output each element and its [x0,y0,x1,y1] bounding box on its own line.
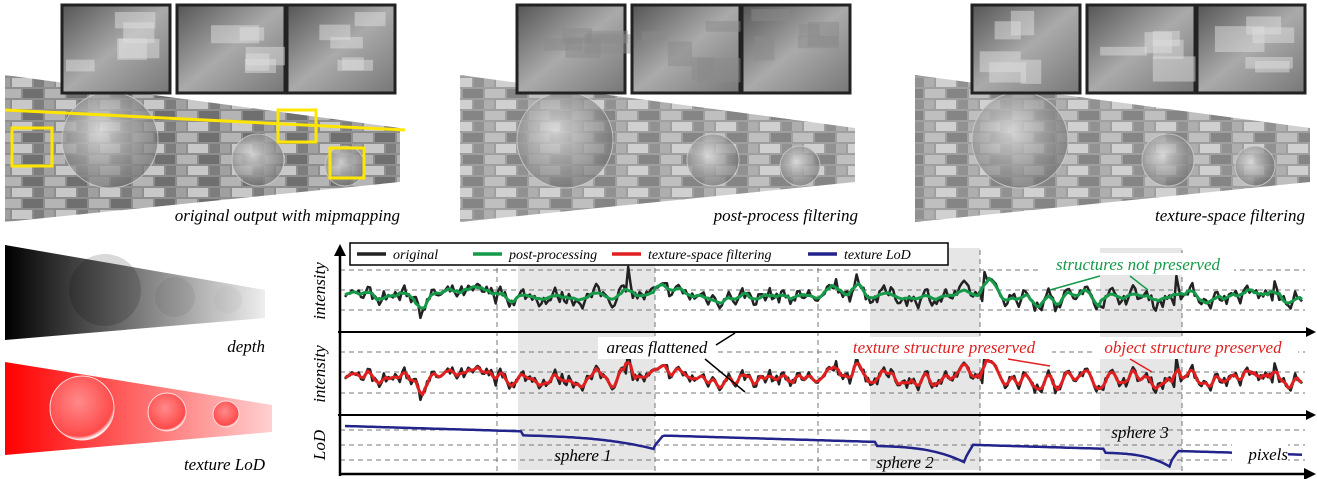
caption: post-process filtering [713,206,858,225]
lod-sphere [213,401,239,427]
caption: original output with mipmapping [175,206,400,225]
inset-detail [245,59,276,73]
sphere [780,146,820,186]
axis-label: intensity [310,345,329,403]
depth-sphere [214,286,242,314]
annotation: areas flattened [607,338,708,357]
inset-detail [1153,56,1203,81]
annotation: structures not preserved [1056,255,1220,274]
inset-detail [1011,11,1034,36]
sphere [687,134,739,186]
inset-detail [587,31,628,44]
caption: texture-space filtering [1155,206,1305,225]
sphere [232,134,284,186]
sphere-label: sphere 3 [1111,423,1168,442]
depth-sphere [69,254,141,326]
arrow [1306,410,1316,420]
image-panels [5,5,1310,222]
inset-detail [641,31,666,40]
inset-detail [706,21,745,32]
inset-detail [562,28,592,43]
sphere [1235,146,1275,186]
map-label: depth [227,337,265,356]
inset-detail [698,58,745,82]
axis-label: LoD [310,429,329,461]
legend-label: texture-space filtering [648,248,772,263]
inset-detail [338,60,373,71]
sphere [972,92,1068,188]
inset-detail [1100,47,1147,56]
inset-detail [319,25,350,41]
map-label: texture LoD [184,455,266,474]
lod-sphere [148,393,186,431]
inset-detail [668,42,692,67]
lod-sphere [50,376,114,440]
sphere [517,92,613,188]
arrow [334,244,346,256]
inset-detail [1246,16,1281,34]
sphere-label: sphere 2 [876,453,934,472]
inset-detail [1153,40,1184,59]
annotation: texture structure preserved [853,338,1036,357]
inset-detail [211,25,259,43]
inset-detail [751,9,790,21]
figure: original output with mipmapping post-pro… [0,0,1317,479]
plot: intensity intensity LoD original post-pr… [310,243,1316,479]
arrow [1306,327,1316,337]
inset-detail [754,36,774,60]
sphere-label: sphere 1 [554,446,611,465]
inset-detail [355,12,386,26]
page: original output with mipmapping post-pro… [0,0,1317,479]
inset-detail [115,12,156,28]
inset-detail [980,51,1021,72]
legend-label: original [393,248,438,263]
x-axis-label: pixels [1247,445,1288,464]
sphere [1142,134,1194,186]
annotation: object structure preserved [1104,338,1282,357]
inset-detail [808,22,839,46]
sphere [62,92,158,188]
depth-sphere [155,277,195,317]
legend-label: post-processing [508,248,597,263]
inset-detail [1255,61,1289,72]
arrow [1304,468,1316,479]
axis-label: intensity [310,262,329,320]
annotation-line [1008,359,1050,366]
inset-detail [66,60,95,72]
legend-label: texture LoD [844,248,911,263]
